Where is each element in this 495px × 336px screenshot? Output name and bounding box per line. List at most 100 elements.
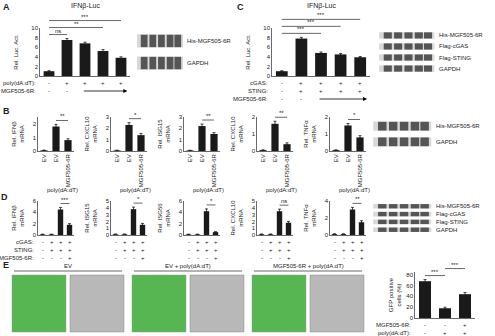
svg-text:Flag-cGAS: Flag-cGAS (439, 43, 468, 49)
svg-text:+: + (287, 255, 291, 261)
svg-text:-: - (334, 247, 336, 253)
svg-text:cGAS:: cGAS: (250, 80, 268, 86)
svg-text:8: 8 (35, 35, 39, 41)
svg-text:Rel. CXCL10mRNA: Rel. CXCL10mRNA (84, 116, 98, 152)
svg-text:+: + (59, 239, 63, 245)
svg-text:Rel. ISG56mRNA: Rel. ISG56mRNA (157, 203, 171, 233)
svg-text:+: + (205, 247, 209, 253)
svg-text:+: + (299, 80, 303, 86)
svg-text:+: + (65, 80, 69, 86)
svg-text:2: 2 (267, 64, 271, 70)
svg-text:-: - (444, 322, 446, 328)
svg-text:+: + (50, 247, 54, 253)
svg-text:MGF505-6R:: MGF505-6R: (376, 322, 411, 328)
svg-text:Rel. CXCL10mRNA: Rel. CXCL10mRNA (230, 200, 244, 236)
svg-text:4: 4 (267, 54, 271, 60)
svg-text:Rel. TNFαmRNA: Rel. TNFαmRNA (303, 204, 317, 232)
svg-text:0: 0 (106, 148, 110, 154)
svg-text:EV: EV (260, 154, 266, 162)
svg-text:+: + (141, 255, 145, 261)
svg-text:-: - (48, 80, 50, 86)
svg-text:+: + (132, 247, 136, 253)
svg-text:1: 1 (325, 131, 329, 137)
svg-text:6: 6 (33, 198, 37, 204)
svg-text:-: - (281, 88, 283, 94)
svg-text:+: + (342, 247, 346, 253)
svg-text:*: * (134, 112, 137, 118)
svg-text:-: - (188, 247, 190, 253)
svg-text:+: + (319, 88, 323, 94)
svg-text:6: 6 (267, 44, 271, 50)
svg-text:0: 0 (33, 232, 37, 238)
svg-text:+: + (83, 80, 87, 86)
svg-text:-: - (48, 88, 50, 94)
svg-text:ns: ns (281, 198, 287, 204)
svg-text:+: + (141, 247, 145, 253)
svg-text:+: + (358, 88, 362, 94)
svg-text:20: 20 (406, 304, 413, 310)
svg-text:0: 0 (252, 232, 256, 238)
svg-text:1: 1 (106, 137, 110, 143)
svg-text:-: - (66, 88, 68, 94)
svg-text:MGF505-6R: MGF505-6R (211, 154, 217, 188)
svg-text:Rel. Luc. Act.: Rel. Luc. Act. (245, 34, 251, 70)
svg-text:-: - (343, 255, 345, 261)
svg-text:D: D (1, 192, 8, 202)
svg-text:+: + (123, 239, 127, 245)
svg-text:GAPDH: GAPDH (436, 139, 457, 145)
svg-text:2: 2 (179, 221, 183, 227)
svg-text:+: + (358, 80, 362, 86)
svg-text:IFNβ-Luc: IFNβ-Luc (71, 2, 100, 10)
svg-text:0: 0 (35, 73, 39, 79)
svg-text:4: 4 (325, 198, 329, 204)
svg-text:EV: EV (53, 154, 59, 162)
svg-text:-: - (42, 239, 44, 245)
svg-text:4: 4 (179, 209, 183, 215)
svg-text:GFP positivecells (%): GFP positivecells (%) (388, 277, 402, 312)
svg-text:-: - (115, 255, 117, 261)
svg-text:3: 3 (179, 114, 183, 120)
svg-text:1: 1 (252, 225, 256, 231)
svg-text:-: - (300, 96, 302, 102)
svg-text:-: - (188, 239, 190, 245)
svg-text:poly(dA:dT): poly(dA:dT) (266, 187, 297, 193)
svg-text:+: + (68, 255, 72, 261)
svg-text:4: 4 (35, 54, 39, 60)
svg-text:2: 2 (325, 215, 329, 221)
svg-text:1: 1 (252, 131, 256, 137)
svg-text:EV: EV (272, 154, 278, 162)
svg-text:+: + (196, 247, 200, 253)
svg-text:EV: EV (199, 154, 205, 162)
svg-text:0: 0 (252, 148, 256, 154)
svg-text:+: + (269, 239, 273, 245)
svg-text:***: *** (431, 269, 439, 275)
svg-text:**: ** (60, 113, 65, 119)
svg-text:+: + (68, 239, 72, 245)
svg-text:4: 4 (33, 209, 37, 215)
svg-text:40: 40 (406, 293, 413, 299)
svg-text:10: 10 (31, 25, 38, 31)
svg-text:His-MGF505-6R: His-MGF505-6R (187, 38, 231, 44)
svg-text:cGAS:: cGAS: (16, 239, 34, 245)
svg-text:EV: EV (345, 154, 351, 162)
svg-text:+: + (339, 80, 343, 86)
svg-text:+: + (443, 330, 447, 336)
svg-text:Rel. IFNβmRNA: Rel. IFNβmRNA (11, 121, 25, 147)
svg-text:-: - (60, 255, 62, 261)
svg-text:+: + (342, 239, 346, 245)
svg-text:poly(dA:dT): poly(dA:dT) (47, 187, 78, 193)
svg-text:C: C (237, 2, 244, 12)
svg-text:0: 0 (179, 148, 183, 154)
svg-text:3: 3 (106, 114, 110, 120)
svg-text:+: + (141, 239, 145, 245)
svg-text:+: + (287, 247, 291, 253)
svg-text:+: + (339, 88, 343, 94)
svg-text:-: - (188, 255, 190, 261)
svg-text:6: 6 (35, 44, 39, 50)
svg-text:+: + (278, 239, 282, 245)
svg-text:+: + (214, 239, 218, 245)
svg-text:EV: EV (114, 154, 120, 162)
svg-text:-: - (206, 255, 208, 261)
svg-text:+: + (463, 330, 467, 336)
svg-text:**: ** (74, 21, 79, 27)
